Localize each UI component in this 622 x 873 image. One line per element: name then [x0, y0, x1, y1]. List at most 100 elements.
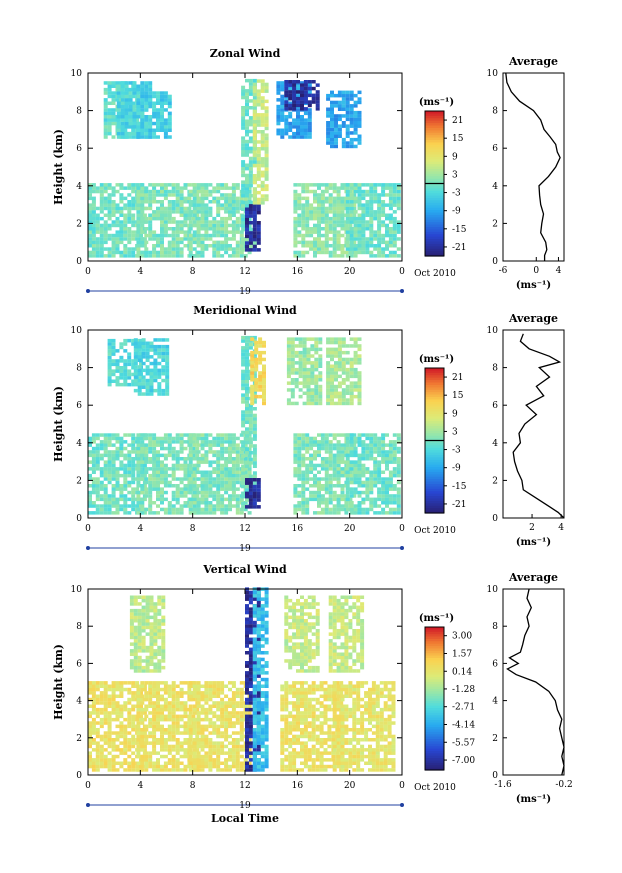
heatmap-cell	[188, 220, 193, 224]
heatmap-cell	[336, 484, 341, 488]
heatmap-cell	[224, 497, 229, 502]
heatmap-cell	[91, 254, 96, 258]
heatmap-cell	[369, 206, 374, 211]
heatmap-cell	[128, 115, 133, 119]
heatmap-cell	[314, 364, 319, 368]
heatmap-cell	[160, 186, 164, 190]
heatmap-cell	[302, 354, 307, 358]
heatmap-cell	[95, 213, 100, 217]
heatmap-cell	[179, 463, 184, 468]
heatmap-cell	[388, 457, 393, 461]
heatmap-cell	[357, 121, 362, 125]
heatmap-cell	[152, 477, 157, 481]
heatmap-cell	[220, 457, 225, 461]
heatmap-cell	[369, 250, 374, 255]
heatmap-cell	[140, 118, 145, 122]
heatmap-cell	[123, 216, 128, 221]
heatmap-cell	[137, 368, 142, 373]
heatmap-cell	[204, 443, 209, 447]
heatmap-cell	[245, 474, 249, 479]
colorbar-segment	[425, 207, 444, 211]
heatmap-cell	[303, 118, 308, 122]
heatmap-cell	[127, 376, 132, 380]
heatmap-cell	[123, 440, 128, 444]
heatmap-cell	[377, 436, 382, 441]
average-x-label: (ms⁻¹)	[516, 537, 551, 548]
heatmap-cell	[334, 131, 338, 135]
heatmap-cell	[107, 711, 112, 715]
heatmap-cell	[385, 247, 389, 251]
heatmap-cell	[196, 244, 201, 248]
heatmap-cell	[241, 241, 246, 245]
heatmap-cell	[175, 183, 180, 187]
heatmap-cell	[260, 82, 265, 87]
heatmap-cell	[183, 186, 188, 190]
heatmap-cell	[196, 196, 201, 201]
heatmap-cell	[296, 87, 300, 92]
heatmap-cell	[260, 89, 265, 93]
heatmap-cell	[88, 193, 92, 197]
heatmap-cell	[298, 364, 303, 368]
heatmap-cell	[373, 244, 378, 248]
heatmap-cell	[160, 244, 164, 248]
heatmap-cell	[357, 134, 362, 138]
heatmap-cell	[156, 477, 160, 481]
heatmap-cell	[293, 470, 298, 474]
heatmap-cell	[353, 381, 358, 385]
heatmap-cell	[328, 453, 333, 458]
heatmap-cell	[252, 116, 257, 120]
heatmap-cell	[131, 477, 136, 481]
heatmap-cell	[377, 183, 382, 187]
heatmap-cell	[260, 130, 265, 134]
heatmap-cell	[123, 237, 128, 241]
heatmap-cell	[264, 116, 269, 120]
heatmap-cell	[145, 378, 150, 383]
heatmap-cell	[192, 487, 197, 491]
heatmap-cell	[148, 94, 153, 99]
heatmap-cell	[381, 193, 386, 197]
heatmap-cell	[231, 470, 236, 474]
heatmap-cell	[156, 121, 160, 126]
heatmap-cell	[264, 82, 269, 87]
heatmap-cell	[192, 230, 197, 234]
heatmap-cell	[369, 233, 374, 238]
heatmap-cell	[353, 230, 358, 234]
heatmap-cell	[241, 194, 246, 198]
heatmap-cell	[388, 244, 393, 248]
heatmap-cell	[245, 109, 249, 113]
heatmap-cell	[152, 511, 157, 515]
heatmap-cell	[300, 131, 304, 136]
heatmap-cell	[313, 477, 317, 481]
heatmap-cell	[107, 731, 112, 735]
heatmap-cell	[297, 457, 302, 461]
colorbar-segment	[425, 455, 444, 459]
colorbar-segment	[425, 188, 444, 192]
heatmap-cell	[254, 357, 259, 362]
heatmap-cell	[332, 223, 337, 228]
heatmap-cell	[250, 391, 255, 395]
heatmap-cell	[156, 511, 160, 515]
heatmap-cell	[264, 133, 269, 137]
heatmap-cell	[107, 118, 112, 122]
heatmap-cell	[148, 237, 153, 241]
heatmap-cell	[392, 237, 397, 241]
heatmap-cell	[103, 748, 108, 752]
heatmap-cell	[357, 401, 362, 406]
heatmap-cell	[107, 507, 112, 512]
heatmap-cell	[276, 87, 281, 92]
heatmap-cell	[91, 768, 96, 772]
heatmap-cell	[324, 433, 329, 437]
heatmap-cell	[91, 186, 96, 190]
heatmap-cell	[305, 446, 310, 451]
heatmap-cell	[324, 507, 329, 512]
heatmap-cell	[88, 203, 92, 207]
heatmap-cell	[337, 104, 342, 108]
heatmap-cell	[123, 372, 128, 377]
heatmap-cell	[326, 378, 331, 382]
heatmap-cell	[167, 440, 172, 444]
heatmap-cell	[88, 467, 92, 471]
heatmap-cell	[300, 96, 304, 101]
heatmap-cell	[324, 511, 329, 515]
x-tick-label: 12	[239, 524, 250, 534]
